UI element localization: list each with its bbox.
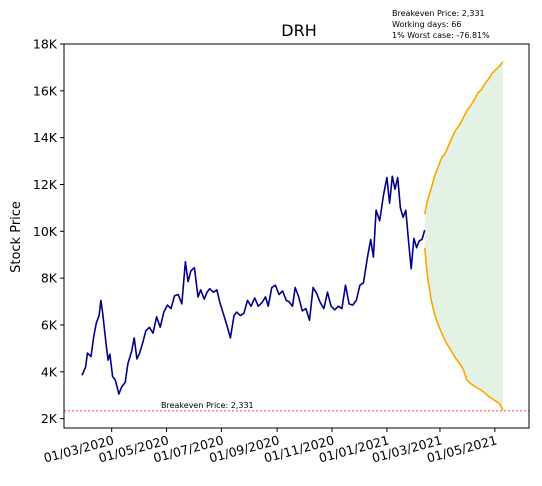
plot-area: Breakeven Price: 2,331 2K 4K 6K 8K 10K 12K 14K 1… bbox=[33, 37, 530, 466]
projection-band bbox=[424, 61, 503, 411]
y-tick-label: 12K bbox=[33, 177, 58, 192]
info-line: Working days: 66 bbox=[392, 20, 461, 29]
y-tick-label: 10K bbox=[33, 224, 58, 239]
y-axis-label: Stock Price bbox=[9, 201, 24, 273]
breakeven-label: Breakeven Price: 2,331 bbox=[161, 401, 254, 410]
y-tick-label: 14K bbox=[33, 130, 58, 145]
price-line bbox=[81, 175, 426, 395]
projection-lower-line bbox=[423, 247, 504, 411]
plot-frame bbox=[63, 43, 530, 429]
info-line: Breakeven Price: 2,331 bbox=[392, 9, 485, 18]
projection-upper-line bbox=[423, 61, 504, 214]
info-line: 1% Worst case: -76.81% bbox=[392, 31, 490, 40]
y-tick-label: 6K bbox=[41, 317, 58, 332]
y-tick-label: 4K bbox=[41, 364, 58, 379]
y-tick-label: 2K bbox=[41, 411, 58, 426]
y-tick-label: 18K bbox=[33, 37, 58, 52]
y-tick-label: 8K bbox=[41, 271, 58, 286]
info-box: Breakeven Price: 2,331 Working days: 66 … bbox=[392, 9, 490, 40]
y-tick-label: 16K bbox=[33, 83, 58, 98]
chart-title: DRH bbox=[281, 21, 316, 40]
